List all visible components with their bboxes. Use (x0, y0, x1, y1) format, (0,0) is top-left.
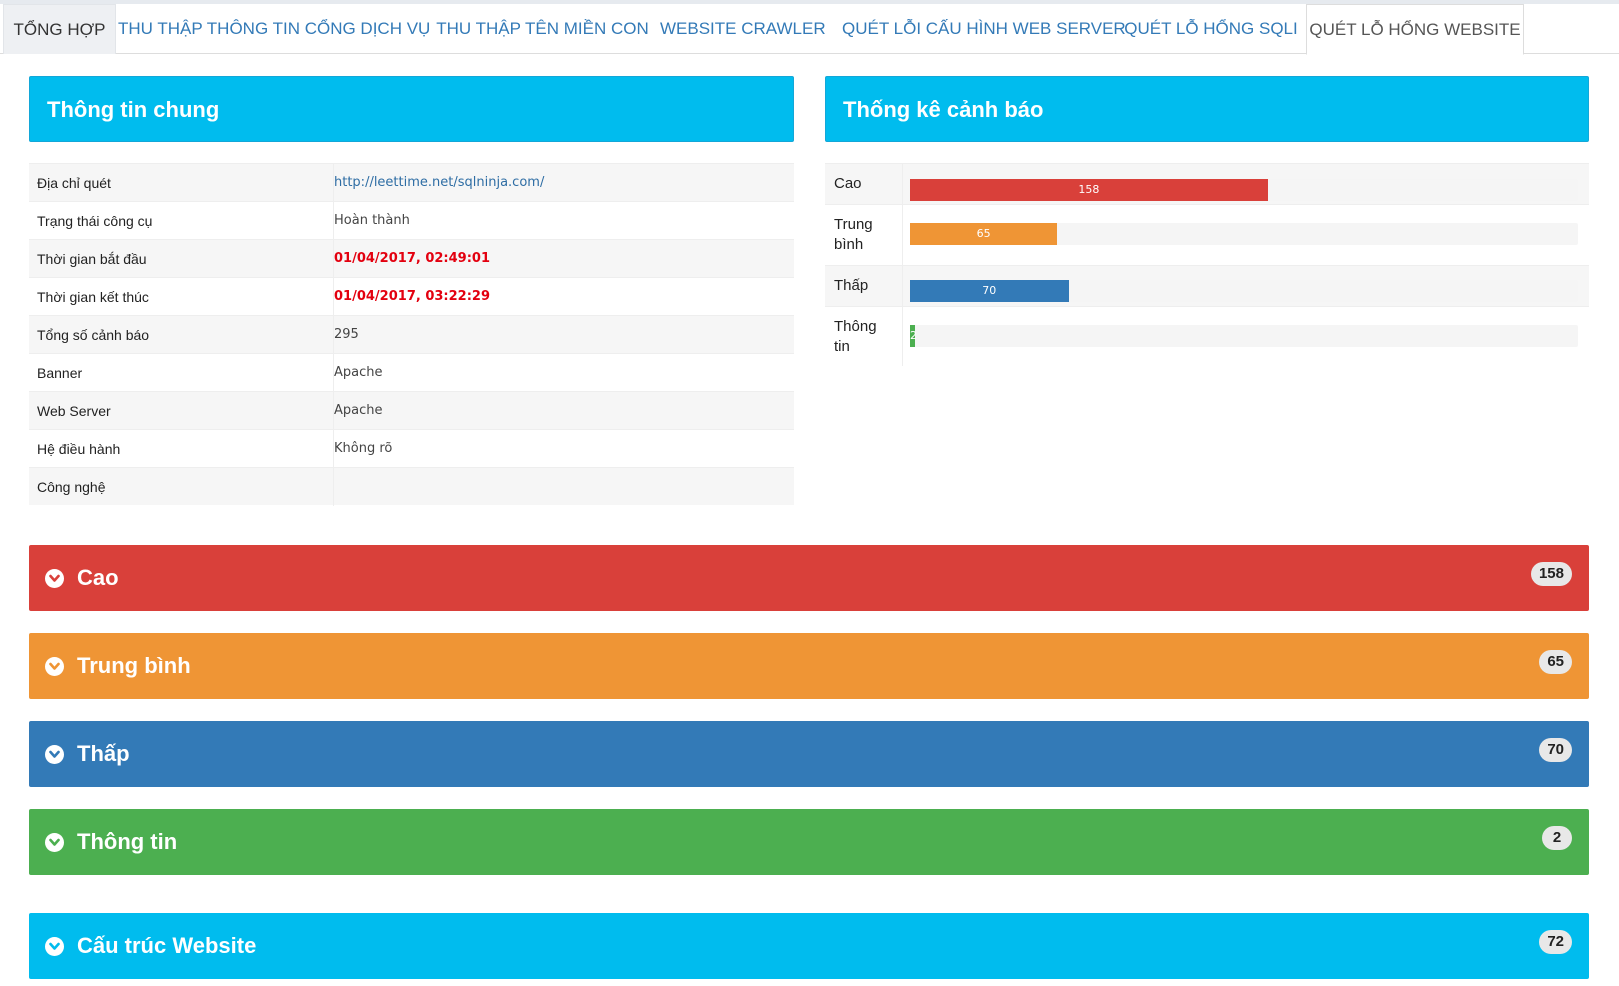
column-divider (333, 240, 334, 278)
alert-stats-table: Cao 158 Trung bình 65 Thấp 70 Thông tin … (825, 163, 1589, 371)
stat-row-info: Thông tin 2 (825, 306, 1589, 366)
info-row-banner: Banner Apache (29, 353, 794, 392)
column-divider (902, 164, 903, 204)
info-label: Web Server (37, 403, 111, 419)
info-value: Apache (334, 403, 383, 418)
count-badge: 65 (1539, 650, 1572, 674)
stat-label: Thấp (834, 277, 869, 294)
count-badge: 2 (1542, 826, 1572, 850)
column-divider (333, 278, 334, 316)
section-low[interactable]: Thấp 70 (29, 721, 1589, 787)
column-divider (333, 430, 334, 468)
column-divider (902, 205, 903, 265)
count-badge: 70 (1539, 738, 1572, 762)
column-divider (333, 468, 334, 506)
info-row-os: Hệ điều hành Không rõ (29, 429, 794, 468)
info-label: Trạng thái công cụ (37, 213, 153, 229)
section-title: Cao (77, 565, 119, 590)
column-divider (902, 266, 903, 306)
info-row-web-server: Web Server Apache (29, 391, 794, 430)
column-divider (333, 354, 334, 392)
info-row-technology: Công nghệ (29, 467, 794, 506)
info-value: 295 (334, 327, 359, 342)
info-label: Tổng số cảnh báo (37, 327, 150, 343)
info-label: Địa chỉ quét (37, 175, 111, 191)
progress-bar-info: 2 (910, 325, 917, 347)
info-row-scan-url: Địa chỉ quét http://leettime.net/sqlninj… (29, 163, 794, 202)
tab-bar: TỔNG HỢP THU THẬP THÔNG TIN CỔNG DỊCH VỤ… (0, 4, 1619, 55)
stat-row-medium: Trung bình 65 (825, 204, 1589, 265)
info-label: Công nghệ (37, 479, 106, 495)
stat-label: Trung bình (834, 216, 873, 253)
count-badge: 158 (1530, 562, 1572, 586)
stat-row-low: Thấp 70 (825, 265, 1589, 306)
tab-tong-hop[interactable]: TỔNG HỢP (3, 4, 116, 54)
info-row-tool-status: Trạng thái công cụ Hoàn thành (29, 201, 794, 240)
info-value: Hoàn thành (334, 213, 410, 228)
alert-stats-title: Thống kê cảnh báo (843, 97, 1044, 122)
chevron-down-icon (45, 833, 64, 852)
progress-track: 70 (910, 280, 1578, 302)
stat-row-high: Cao 158 (825, 163, 1589, 204)
section-title: Cấu trúc Website (77, 933, 257, 958)
info-row-total-alerts: Tổng số cảnh báo 295 (29, 315, 794, 354)
info-row-start-time: Thời gian bắt đầu 01/04/2017, 02:49:01 (29, 239, 794, 278)
tab-lo-hong-website[interactable]: QUÉT LỖ HỔNG WEBSITE (1306, 4, 1524, 55)
progress-bar-medium: 65 (910, 223, 1058, 245)
column-divider (902, 307, 903, 366)
column-divider (333, 164, 334, 202)
progress-track: 2 (910, 325, 1578, 347)
info-row-end-time: Thời gian kết thúc 01/04/2017, 03:22:29 (29, 277, 794, 316)
info-label: Thời gian bắt đầu (37, 251, 147, 267)
top-border (0, 0, 1619, 4)
column-divider (333, 392, 334, 430)
info-label: Thời gian kết thúc (37, 289, 149, 305)
start-time-value: 01/04/2017, 02:49:01 (334, 251, 490, 266)
section-medium[interactable]: Trung bình 65 (29, 633, 1589, 699)
count-badge: 72 (1539, 930, 1572, 954)
info-label: Banner (37, 365, 83, 381)
tab-ten-mien-con[interactable]: THU THẬP TÊN MIỀN CON (436, 19, 649, 38)
chevron-down-icon (45, 657, 64, 676)
tab-cau-hinh-web-server[interactable]: QUÉT LỖI CẤU HÌNH WEB SERVER (842, 19, 1126, 38)
section-title: Thông tin (77, 829, 178, 854)
progress-bar-high: 158 (910, 179, 1268, 201)
scan-url-link[interactable]: http://leettime.net/sqlninja.com/ (334, 175, 545, 190)
section-title: Thấp (77, 741, 130, 766)
alert-stats-header: Thống kê cảnh báo (825, 76, 1589, 142)
section-info[interactable]: Thông tin 2 (29, 809, 1589, 875)
chevron-down-icon (45, 569, 64, 588)
progress-track: 65 (910, 223, 1578, 245)
chevron-down-icon (45, 937, 64, 956)
info-value: Không rõ (334, 441, 393, 456)
tab-website-crawler[interactable]: WEBSITE CRAWLER (660, 19, 826, 38)
general-info-header: Thông tin chung (29, 76, 794, 142)
column-divider (333, 316, 334, 354)
stat-label: Cao (834, 175, 862, 192)
end-time-value: 01/04/2017, 03:22:29 (334, 289, 490, 304)
section-high[interactable]: Cao 158 (29, 545, 1589, 611)
info-value: Apache (334, 365, 383, 380)
section-title: Trung bình (77, 653, 191, 678)
stat-label: Thông tin (834, 318, 877, 355)
general-info-title: Thông tin chung (47, 97, 220, 122)
progress-track: 158 (910, 179, 1578, 201)
tab-cong-dich-vu[interactable]: THU THẬP THÔNG TIN CỔNG DỊCH VỤ (118, 19, 431, 38)
chevron-down-icon (45, 745, 64, 764)
column-divider (333, 202, 334, 240)
section-website-structure[interactable]: Cấu trúc Website 72 (29, 913, 1589, 979)
info-label: Hệ điều hành (37, 441, 121, 457)
tab-sqli[interactable]: QUÉT LỖ HỔNG SQLI (1124, 19, 1298, 38)
progress-bar-low: 70 (910, 280, 1069, 302)
